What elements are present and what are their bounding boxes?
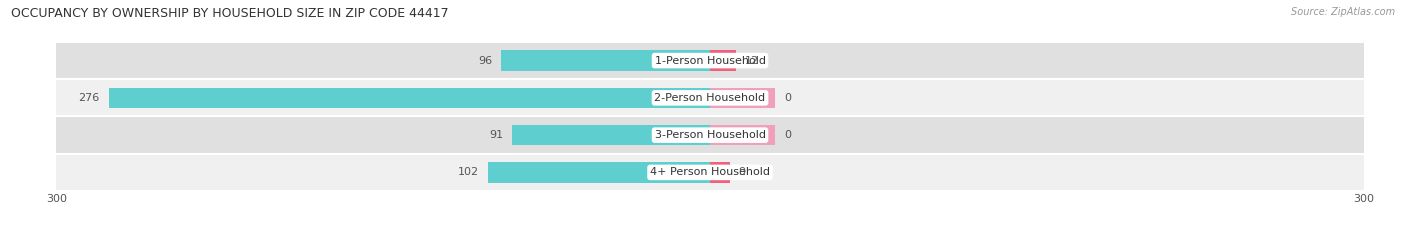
Text: 1-Person Household: 1-Person Household xyxy=(655,56,765,65)
Bar xyxy=(108,88,710,108)
Text: 276: 276 xyxy=(79,93,100,103)
Bar xyxy=(56,42,1364,79)
Text: 102: 102 xyxy=(458,168,479,177)
Bar xyxy=(501,50,710,71)
Text: 3-Person Household: 3-Person Household xyxy=(655,130,765,140)
Bar xyxy=(488,162,710,183)
Text: 9: 9 xyxy=(738,168,745,177)
Text: 0: 0 xyxy=(785,93,792,103)
Text: 12: 12 xyxy=(745,56,759,65)
Bar xyxy=(710,125,776,145)
Text: 4+ Person Household: 4+ Person Household xyxy=(650,168,770,177)
Bar xyxy=(512,125,710,145)
Bar xyxy=(710,162,730,183)
Text: 91: 91 xyxy=(489,130,503,140)
Text: 0: 0 xyxy=(785,130,792,140)
Text: 2-Person Household: 2-Person Household xyxy=(654,93,766,103)
Text: 96: 96 xyxy=(478,56,492,65)
Bar xyxy=(56,154,1364,191)
Bar xyxy=(710,50,737,71)
Text: OCCUPANCY BY OWNERSHIP BY HOUSEHOLD SIZE IN ZIP CODE 44417: OCCUPANCY BY OWNERSHIP BY HOUSEHOLD SIZE… xyxy=(11,7,449,20)
Bar xyxy=(710,88,776,108)
Bar xyxy=(56,79,1364,116)
Bar xyxy=(56,116,1364,154)
Text: Source: ZipAtlas.com: Source: ZipAtlas.com xyxy=(1291,7,1395,17)
